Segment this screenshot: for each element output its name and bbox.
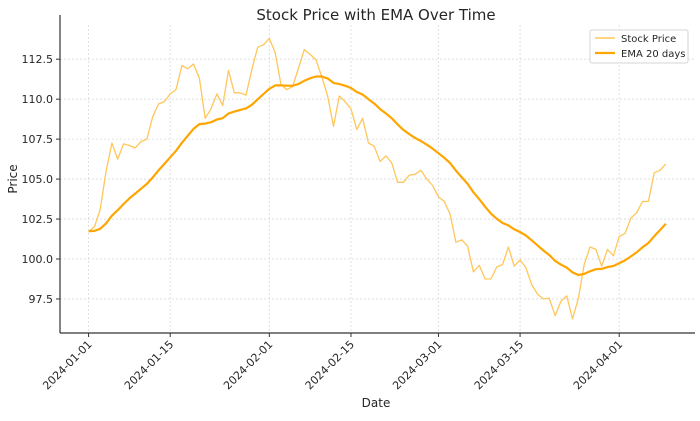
x-tick-label: 2024-02-15	[303, 338, 357, 392]
y-tick-label: 100.0	[22, 253, 54, 266]
x-tick-label: 2024-04-01	[571, 338, 625, 392]
legend-label-stock-price: Stock Price	[621, 34, 676, 45]
stock-price-line	[88, 37, 667, 320]
y-axis-label: Price	[6, 164, 20, 193]
ema-line	[88, 75, 667, 277]
x-axis-label: Date	[362, 396, 391, 410]
y-tick-label: 105.0	[22, 173, 54, 186]
y-tick-label: 110.0	[22, 93, 54, 106]
y-tick-label: 112.5	[22, 53, 54, 66]
series-group	[88, 37, 667, 320]
x-tick-label: 2024-01-15	[122, 338, 176, 392]
legend: Stock Price EMA 20 days	[589, 29, 689, 64]
x-tick-label: 2024-02-01	[221, 338, 275, 392]
x-tick-label: 2024-01-01	[40, 338, 94, 392]
y-tick-label: 102.5	[22, 213, 54, 226]
x-tick-label: 2024-03-15	[472, 338, 526, 392]
x-tick-label: 2024-03-01	[390, 338, 444, 392]
y-tick-label: 107.5	[22, 133, 54, 146]
chart-title: Stock Price with EMA Over Time	[256, 6, 495, 24]
grid	[60, 25, 695, 333]
y-tick-label: 97.5	[29, 293, 54, 306]
legend-label-ema: EMA 20 days	[621, 49, 685, 60]
